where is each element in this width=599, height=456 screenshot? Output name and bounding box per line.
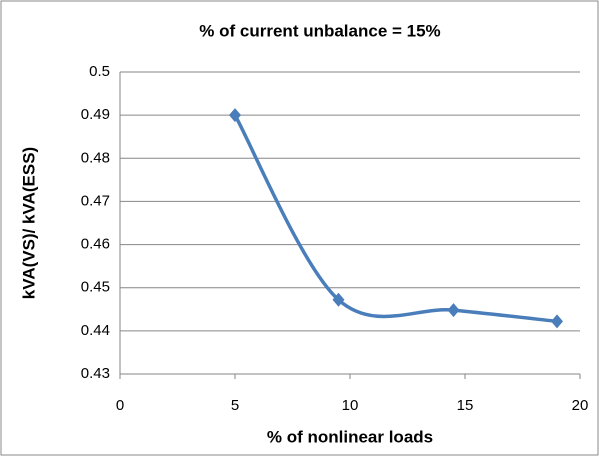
y-tick-label: 0.48 <box>81 149 110 166</box>
x-tick-label: 20 <box>572 397 589 414</box>
y-axis-label: kVA(VS)/ kVA(ESS) <box>19 147 38 299</box>
y-tick-label: 0.45 <box>81 279 110 296</box>
y-tick-label: 0.5 <box>89 63 110 80</box>
y-tick-label: 0.43 <box>81 365 110 382</box>
chart-title: % of current unbalance = 15% <box>199 21 440 40</box>
x-tick-label: 5 <box>231 397 239 414</box>
data-point <box>229 108 241 123</box>
x-tick-label: 0 <box>116 397 124 414</box>
data-point <box>447 303 460 318</box>
data-point <box>332 292 345 307</box>
x-axis-label: % of nonlinear loads <box>267 427 433 446</box>
y-tick-label: 0.46 <box>81 236 110 253</box>
y-tick-label: 0.49 <box>81 106 110 123</box>
x-tick-label: 10 <box>342 397 359 414</box>
data-point <box>551 314 563 329</box>
data-line <box>233 114 558 324</box>
y-tick-label: 0.44 <box>81 322 110 339</box>
y-tick-label: 0.47 <box>81 192 110 209</box>
x-tick-label: 15 <box>457 397 474 414</box>
